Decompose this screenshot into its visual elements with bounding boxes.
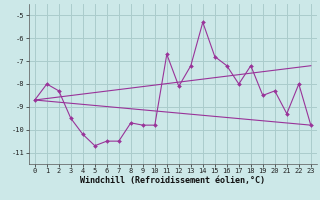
X-axis label: Windchill (Refroidissement éolien,°C): Windchill (Refroidissement éolien,°C) [80, 176, 265, 185]
